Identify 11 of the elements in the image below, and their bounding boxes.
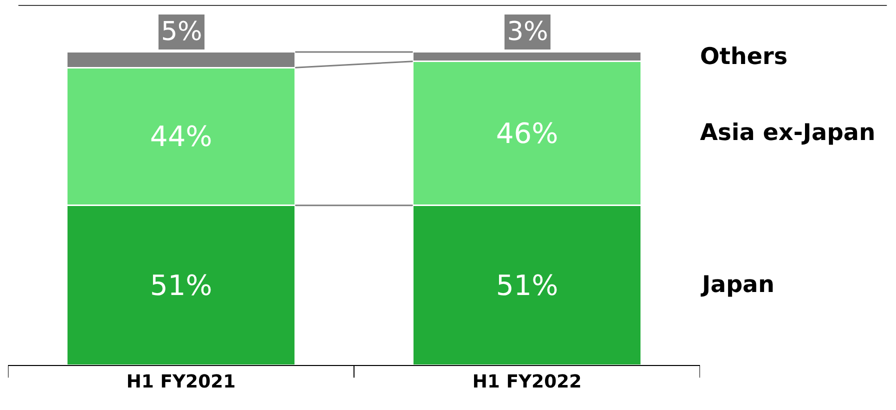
text: Others xyxy=(700,44,788,70)
x-tick-label: H1 FY2022 xyxy=(472,372,582,393)
text: Asia ex-Japan xyxy=(700,120,876,146)
data-label: 51% xyxy=(150,269,212,302)
x-tick-label: H1 FY2021 xyxy=(126,372,236,393)
data-label: 46% xyxy=(496,117,558,150)
data-label: 5% xyxy=(161,17,202,47)
data-label: 51% xyxy=(496,269,558,302)
data-label: 3% xyxy=(507,17,548,47)
data-label: 44% xyxy=(150,120,212,153)
text: Japan xyxy=(700,272,774,298)
